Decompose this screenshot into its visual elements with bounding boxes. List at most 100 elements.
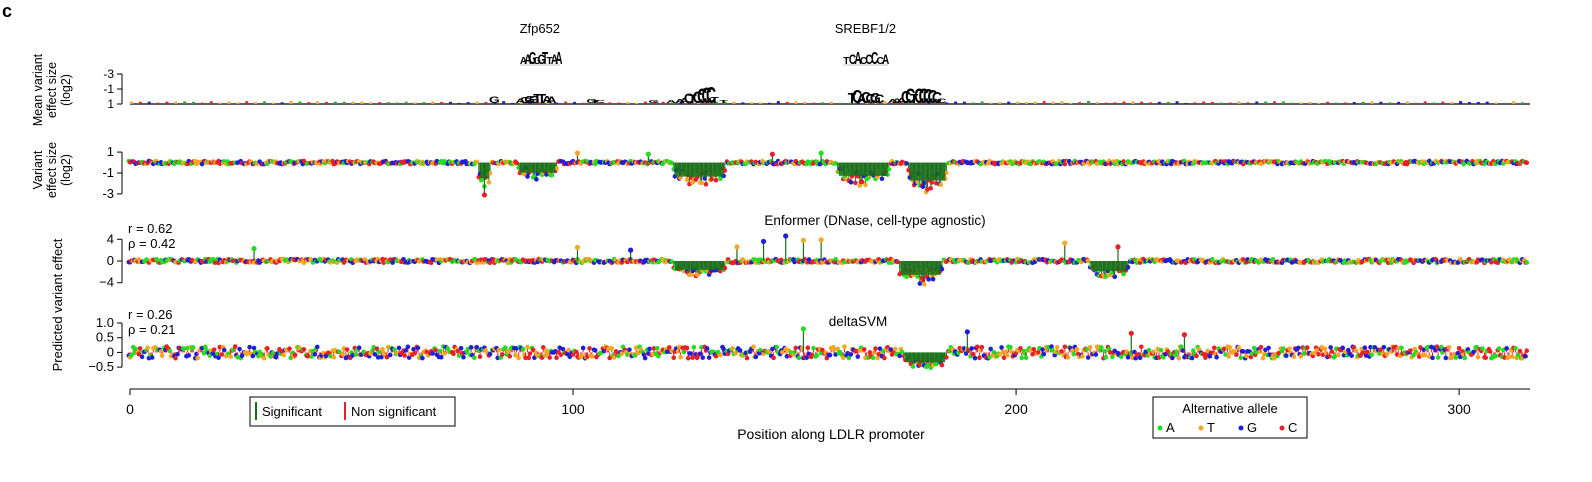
logo-noise-mark [227,101,231,104]
motif-logo-letter: A [520,56,527,67]
y-tick-label: -3 [102,186,114,201]
motif-logo-letter: T [546,56,552,67]
effect-point [690,355,695,360]
peak-point [1062,240,1068,246]
logo-noise-mark [643,101,647,104]
y-tick-label: 1.0 [96,315,114,330]
effect-point [669,160,675,166]
effect-point [301,347,307,352]
logo-noise-mark [333,101,337,104]
effect-point [664,349,670,355]
logo-noise-mark [1202,101,1206,104]
effect-point [513,352,518,358]
logo-noise-mark [1273,101,1277,104]
effect-point [412,350,418,356]
effect-point [857,183,863,188]
effect-point [377,349,382,355]
effect-point [709,176,714,182]
effect-point [540,345,546,350]
effect-point [704,346,710,351]
peak-point [1115,244,1121,250]
effect-point [534,177,539,182]
logo-noise-mark [785,101,789,104]
logo-letter: A [892,98,902,105]
effect-point [607,355,612,361]
logo-letter: C [702,83,712,108]
effect-point [149,355,155,360]
logo-noise-mark [183,101,187,104]
effect-point [257,349,262,355]
effect-point [671,355,677,361]
logo-noise-mark [1069,102,1073,104]
effect-point [219,352,225,357]
logo-noise-mark [1166,101,1170,104]
logo-noise-mark [1405,101,1409,104]
logo-noise-mark [741,102,745,104]
effect-point [718,176,723,181]
effect-point [211,347,217,352]
y-tick-label: −0.5 [88,359,114,374]
logo-noise-mark [1104,102,1108,104]
effect-point [699,180,704,186]
logo-noise-mark [1467,102,1471,104]
logo-noise-mark [289,101,293,104]
logo-letter: C [919,84,929,108]
logo-noise-mark [1219,102,1223,104]
peak-point [481,192,488,198]
logo-noise-mark [980,101,984,104]
logo-noise-mark [573,101,577,104]
logo-noise-mark [262,101,266,104]
effect-point [647,346,652,352]
effect-point [503,345,508,350]
logo-noise-mark [1122,101,1126,104]
logo-letter: G [489,94,500,105]
logo-noise-mark [564,101,568,104]
logo-letter: G [648,100,659,104]
effect-point [487,170,493,176]
logo-noise-mark [1078,102,1082,104]
stat-label: r = 0.26 [128,307,172,322]
effect-point [703,182,709,187]
effect-point [337,349,342,355]
effect-point [217,344,223,350]
logo-noise-mark [475,101,479,104]
y-tick-label: 0.5 [96,330,114,345]
effect-point [915,179,920,185]
logo-letter: T [533,92,542,106]
logo-noise-mark [236,102,240,104]
effect-point [879,176,885,182]
effect-point [1125,264,1131,270]
logo-noise-mark [1016,101,1020,104]
logo-letter: T [848,91,857,107]
logo-letter: G [520,96,531,105]
effect-point [684,345,690,351]
logo-letter: C [936,98,946,105]
logo-letter: A [542,94,552,106]
effect-point [589,354,595,359]
effect-point [642,355,648,361]
effect-point [461,354,466,360]
effect-point [190,345,196,350]
effect-point [292,352,298,358]
logo-noise-mark [324,101,328,104]
effect-point [522,171,527,177]
logo-letter: C [914,84,924,108]
logo-noise-mark [1388,102,1392,104]
logo-noise-mark [351,101,355,104]
effect-point [433,347,438,353]
effect-point [145,345,151,351]
effect-point [237,346,242,352]
effect-point [771,355,776,361]
logo-noise-mark [307,102,311,104]
effect-point [609,345,615,351]
peak-point [628,247,634,253]
effect-point [396,345,402,351]
logo-letter: G [870,91,881,107]
logo-noise-mark [1175,101,1179,104]
logo-noise-mark [1246,102,1250,104]
effect-point [530,347,536,353]
logo-y-tick-label: -3 [103,67,114,81]
logo-letter: G [529,94,540,106]
effect-point [944,170,949,176]
